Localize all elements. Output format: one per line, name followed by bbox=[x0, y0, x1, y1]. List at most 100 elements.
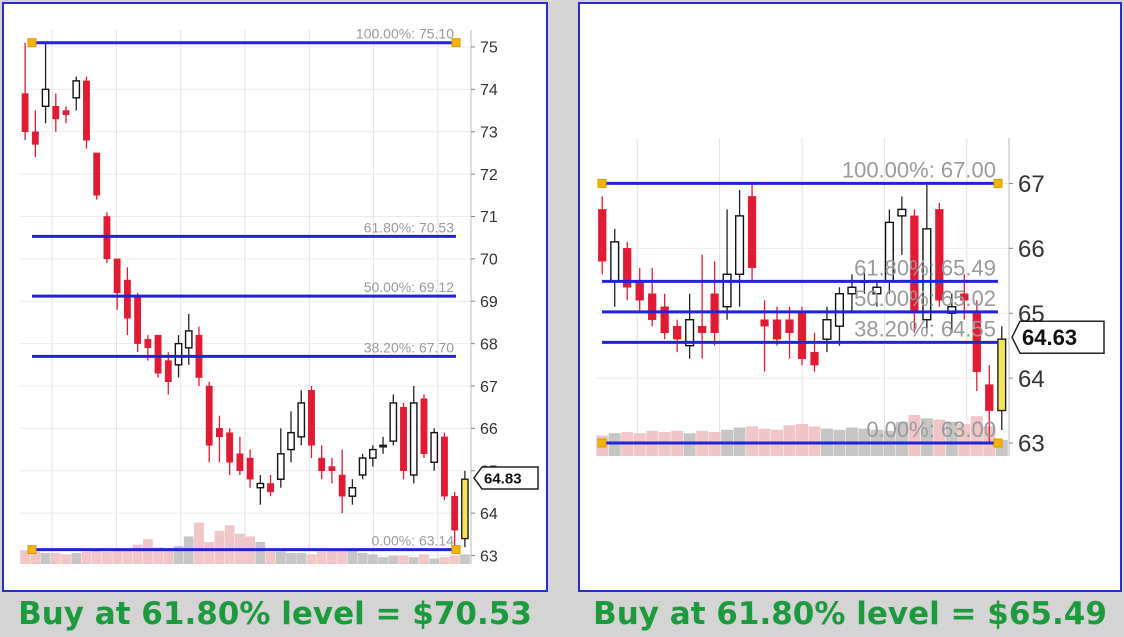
volume-bar bbox=[337, 550, 348, 564]
candle-body bbox=[72, 80, 81, 99]
y-axis-tick-label: 72 bbox=[480, 167, 498, 184]
candle-body bbox=[123, 279, 131, 319]
y-axis-tick-label: 70 bbox=[480, 252, 498, 269]
fib-level-label: 61.80%: 65.49 bbox=[854, 255, 996, 280]
candle-body bbox=[985, 384, 994, 411]
candle-body bbox=[348, 487, 357, 497]
candle-body bbox=[960, 293, 969, 301]
fib-anchor-handle bbox=[597, 178, 607, 188]
y-axis-tick-label: 75 bbox=[480, 40, 498, 57]
candle-body bbox=[83, 80, 90, 141]
volume-bar bbox=[683, 433, 696, 456]
y-axis-tick-label: 63 bbox=[1018, 431, 1045, 458]
candle-body bbox=[735, 215, 745, 275]
volume-bar bbox=[746, 426, 759, 456]
fib-level-label: 0.00%: 63.00 bbox=[866, 417, 996, 442]
candle-body bbox=[747, 196, 757, 269]
candle-body bbox=[62, 110, 70, 116]
y-axis-tick-label: 64 bbox=[1018, 366, 1045, 393]
volume-bar bbox=[214, 530, 225, 564]
y-axis-tick-label: 64 bbox=[480, 506, 498, 523]
candle-body bbox=[698, 325, 707, 333]
volume-bar bbox=[933, 419, 946, 456]
volume-bar bbox=[398, 555, 409, 564]
volume-bar bbox=[275, 551, 286, 564]
candle-body bbox=[810, 351, 819, 366]
candle-body bbox=[897, 208, 907, 217]
candle-body bbox=[216, 428, 223, 438]
last-price-marker bbox=[1011, 320, 1105, 354]
candle-body bbox=[379, 444, 387, 448]
candle-body bbox=[368, 448, 377, 459]
y-axis-tick-label: 69 bbox=[480, 294, 498, 311]
candle-body bbox=[935, 209, 944, 301]
volume-bar bbox=[783, 425, 796, 456]
volume-bar bbox=[608, 433, 621, 456]
candle-body bbox=[598, 209, 607, 262]
candle-body bbox=[847, 286, 857, 295]
candle-body bbox=[610, 241, 620, 282]
candle-body bbox=[276, 453, 285, 480]
candle-body bbox=[389, 402, 398, 442]
volume-bar bbox=[429, 558, 440, 564]
candle-body bbox=[318, 457, 326, 472]
volume-bar bbox=[255, 541, 266, 564]
volume-bar bbox=[895, 421, 908, 456]
volume-bar bbox=[296, 552, 307, 564]
y-axis-tick-label: 63 bbox=[480, 548, 498, 565]
candle-body bbox=[93, 152, 101, 196]
volume-bar bbox=[378, 557, 388, 564]
candle-body bbox=[660, 306, 669, 333]
candle-body bbox=[722, 273, 732, 308]
candle-body bbox=[226, 432, 234, 463]
volume-bar bbox=[316, 551, 327, 564]
volume-bar bbox=[347, 550, 358, 564]
fib-anchor-handle bbox=[993, 178, 1003, 188]
candle-body bbox=[52, 106, 60, 120]
last-price-label: 64.83 bbox=[484, 470, 522, 487]
candle-body bbox=[297, 402, 306, 438]
candle-body bbox=[409, 402, 418, 476]
volume-bar bbox=[408, 557, 419, 564]
candle-body bbox=[174, 342, 183, 366]
volume-bar bbox=[71, 552, 82, 564]
candle-body bbox=[872, 286, 882, 295]
candlestick-chart-right: 100.00%: 67.00 61.80%: 65.49 50.00%: 65.02… bbox=[596, 138, 1105, 458]
fib-level-label: 100.00%: 67.00 bbox=[842, 157, 996, 182]
candle-body bbox=[256, 482, 265, 489]
candle-body bbox=[184, 330, 193, 349]
y-axis-tick-label: 66 bbox=[480, 421, 498, 438]
candle-body bbox=[164, 360, 172, 383]
volume-bar bbox=[286, 552, 296, 564]
volume-bar bbox=[20, 550, 31, 564]
candle-body bbox=[21, 93, 29, 132]
volume-bar bbox=[122, 548, 133, 564]
candle-body bbox=[113, 258, 121, 294]
y-axis-tick-label: 68 bbox=[480, 336, 498, 353]
candle-body bbox=[267, 483, 274, 493]
candle-body bbox=[154, 334, 162, 374]
y-axis-tick-label: 67 bbox=[1018, 171, 1045, 198]
volume-bar bbox=[132, 544, 143, 564]
volume-bar bbox=[920, 418, 933, 456]
fib-level-label: 38.20%: 64.55 bbox=[854, 316, 996, 341]
volume-bar bbox=[958, 424, 971, 456]
volume-bar bbox=[224, 525, 235, 564]
candle-body bbox=[31, 131, 39, 145]
volume-bar bbox=[112, 550, 123, 564]
fib-level-label: 100.00%: 75.10 bbox=[356, 26, 454, 42]
fib-anchor-handle bbox=[451, 38, 461, 48]
candle-body bbox=[797, 312, 807, 359]
volume-bar bbox=[204, 541, 215, 564]
candle-body bbox=[673, 325, 682, 340]
candle-body bbox=[400, 406, 407, 472]
fib-level-label: 50.00%: 69.12 bbox=[364, 279, 455, 295]
chart-panel-left: 100.00%: 75.10 61.80%: 70.53 50.00%: 69.12… bbox=[2, 2, 548, 592]
candlestick-chart-left: 100.00%: 75.10 61.80%: 70.53 50.00%: 69.12… bbox=[20, 26, 539, 565]
volume-bar bbox=[306, 554, 317, 564]
candle-body bbox=[144, 339, 152, 349]
fib-level-label: 61.80%: 70.53 bbox=[364, 219, 455, 235]
volume-bar bbox=[265, 551, 276, 564]
volume-bar bbox=[142, 539, 153, 564]
fib-level-label: 0.00%: 63.14 bbox=[371, 533, 454, 549]
